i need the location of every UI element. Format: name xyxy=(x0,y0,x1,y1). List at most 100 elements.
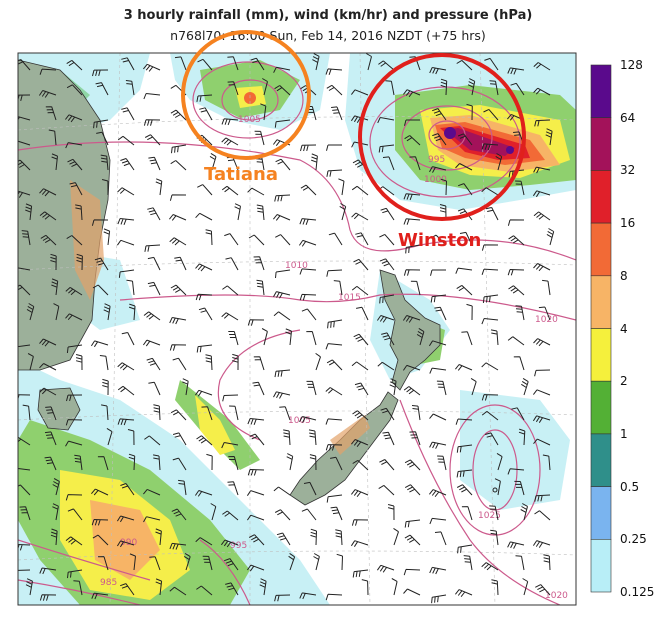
wind-barb xyxy=(300,144,317,152)
wind-barb xyxy=(44,456,57,471)
wind-barb xyxy=(92,284,109,296)
wind-barb xyxy=(246,490,265,496)
wind-barb xyxy=(172,432,187,446)
wind-barb xyxy=(351,212,369,221)
wind-barb xyxy=(273,214,291,221)
wind-barb xyxy=(507,219,525,226)
colorbar-label: 32 xyxy=(620,163,636,178)
wind-barb xyxy=(197,58,213,71)
wind-barb xyxy=(121,57,135,71)
wind-barb xyxy=(350,540,369,547)
wind-barb xyxy=(155,178,163,196)
wind-barb xyxy=(545,128,553,146)
colorbar-swatch xyxy=(590,380,612,435)
wind-barb xyxy=(25,578,33,596)
wind-barb xyxy=(273,391,291,399)
wind-barb xyxy=(169,194,187,201)
wind-barb xyxy=(484,57,499,71)
colorbar-label: 0.125 xyxy=(620,585,655,599)
wind-barb xyxy=(534,510,551,521)
wind-barb xyxy=(127,429,135,446)
wind-barb xyxy=(171,508,187,521)
wind-barb xyxy=(91,519,109,526)
wind-barb xyxy=(455,163,473,171)
wind-barb xyxy=(440,178,447,196)
winston-label: Winston xyxy=(398,230,481,251)
isobar-label: 1000 xyxy=(424,175,447,185)
colorbar-swatch xyxy=(590,170,612,224)
wind-barb xyxy=(66,59,83,71)
wind-barb xyxy=(335,529,343,546)
wind-barb xyxy=(102,378,109,396)
wind-barb xyxy=(153,404,161,421)
wind-barb xyxy=(21,230,31,246)
wind-barb xyxy=(325,387,343,396)
wind-barb xyxy=(65,114,83,123)
wind-barb xyxy=(430,294,447,303)
wind-barb xyxy=(100,154,109,171)
wind-barb xyxy=(38,90,57,98)
wind-barb xyxy=(534,369,551,377)
colorbar-swatch xyxy=(590,64,612,119)
wind-barb xyxy=(466,303,473,321)
wind-barb xyxy=(379,233,395,246)
wind-barb xyxy=(331,106,343,121)
wind-barb xyxy=(149,556,161,571)
wind-barb xyxy=(106,427,113,446)
wind-barb xyxy=(434,531,447,546)
wind-barb xyxy=(351,519,369,526)
wind-barb xyxy=(247,187,265,196)
wind-barb xyxy=(206,453,213,471)
wind-barb xyxy=(103,303,111,321)
wind-barb xyxy=(361,579,369,596)
wind-barb xyxy=(143,516,161,523)
wind-barb xyxy=(26,303,35,321)
wind-barb xyxy=(148,381,161,396)
wind-barb xyxy=(481,362,499,371)
wind-barb xyxy=(51,278,59,296)
wind-barb xyxy=(170,160,187,171)
wind-barb xyxy=(299,293,317,301)
colorbar-swatch xyxy=(590,328,612,382)
wind-barb xyxy=(538,306,551,321)
wind-barb xyxy=(507,67,525,75)
wind-barb xyxy=(436,380,447,396)
wind-barb xyxy=(66,84,83,96)
wind-barb xyxy=(39,363,57,371)
wind-barb xyxy=(378,484,395,496)
colorbar-swatch xyxy=(590,538,612,593)
wind-barb xyxy=(351,439,369,448)
wind-barb xyxy=(205,229,213,246)
wind-barb xyxy=(404,534,421,546)
wind-barb xyxy=(262,78,268,96)
wind-barb xyxy=(533,62,551,71)
wind-barb xyxy=(429,517,447,525)
wind-barb xyxy=(535,584,551,596)
wind-barb xyxy=(228,331,239,346)
wind-barb xyxy=(197,184,213,196)
wind-barb xyxy=(403,588,421,596)
wind-barb xyxy=(234,203,241,221)
wind-barb xyxy=(51,153,58,171)
wind-barb xyxy=(196,94,213,102)
wind-barb xyxy=(402,364,421,371)
wind-barb xyxy=(101,404,109,421)
wind-barb xyxy=(481,394,499,401)
map-border xyxy=(17,52,577,606)
wind-barb xyxy=(201,406,213,421)
wind-barb xyxy=(376,564,395,573)
wind-barb xyxy=(490,529,499,546)
wind-barb xyxy=(169,237,187,246)
wind-barb xyxy=(353,258,369,271)
wind-barb xyxy=(299,416,317,423)
wind-barb xyxy=(385,80,395,96)
wind-barb xyxy=(144,134,161,146)
wind-barb xyxy=(515,180,525,196)
wind-barb xyxy=(18,284,31,296)
wind-barb xyxy=(279,406,291,421)
wind-barb xyxy=(381,332,395,346)
wind-barb xyxy=(248,534,265,546)
colorbar-label: 4 xyxy=(620,321,628,336)
wind-barb xyxy=(67,569,83,579)
wind-barb xyxy=(227,481,239,496)
